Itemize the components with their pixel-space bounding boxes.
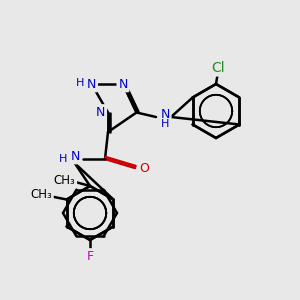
Text: CH₃: CH₃ bbox=[30, 188, 52, 202]
Text: N: N bbox=[160, 107, 170, 121]
Text: N: N bbox=[96, 106, 105, 119]
Text: H: H bbox=[76, 77, 84, 88]
Text: N: N bbox=[118, 77, 128, 91]
Text: H: H bbox=[161, 118, 169, 129]
Text: F: F bbox=[86, 250, 94, 263]
Text: CH₃: CH₃ bbox=[54, 173, 75, 187]
Text: N: N bbox=[87, 77, 96, 91]
Text: Cl: Cl bbox=[211, 61, 225, 74]
Text: O: O bbox=[139, 161, 149, 175]
Text: N: N bbox=[70, 149, 80, 163]
Text: H: H bbox=[59, 154, 67, 164]
